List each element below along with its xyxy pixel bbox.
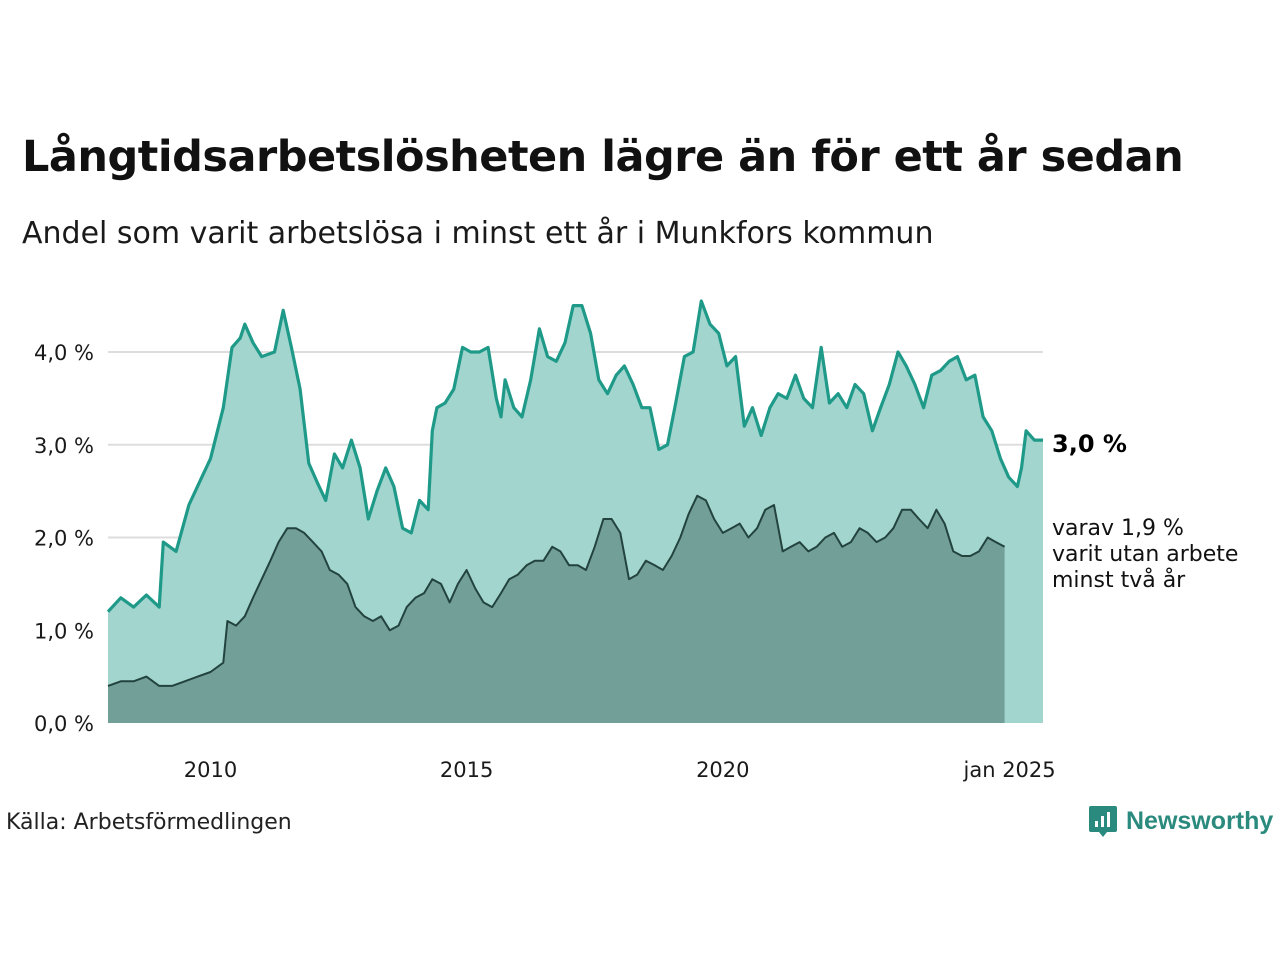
series-1-area: [108, 495, 1005, 723]
primary-end-label: 3,0 %: [1052, 430, 1127, 458]
y-tick-label: 0,0 %: [34, 712, 94, 736]
x-tick-label: jan 2025: [963, 758, 1056, 782]
y-tick-label: 1,0 %: [34, 619, 94, 643]
y-axis-ticks: 0,0 % 1,0 % 2,0 % 3,0 % 4,0 %: [34, 341, 94, 736]
x-tick-label: 2010: [184, 758, 237, 782]
y-tick-label: 3,0 %: [34, 434, 94, 458]
y-tick-label: 2,0 %: [34, 527, 94, 551]
brand-logo[interactable]: Newsworthy: [1088, 804, 1273, 838]
secondary-end-label-line: varav 1,9 %: [1052, 516, 1184, 541]
series-1-line: [107, 494, 1006, 687]
source-note: Källa: Arbetsförmedlingen: [6, 810, 292, 835]
chart-title: Långtidsarbetslösheten lägre än för ett …: [22, 132, 1184, 182]
secondary-end-label-line: minst två år: [1052, 567, 1186, 593]
series-areas: [106, 299, 1043, 723]
x-axis-ticks: 2010 2015 2020 jan 2025: [184, 758, 1056, 782]
series-0-line: [106, 299, 1043, 613]
x-tick-label: 2020: [696, 758, 749, 782]
x-tick-label: 2015: [440, 758, 493, 782]
y-tick-label: 4,0 %: [34, 341, 94, 365]
newsworthy-logo-icon: [1089, 806, 1117, 837]
secondary-end-label-line: varit utan arbete: [1052, 542, 1238, 567]
chart-subtitle: Andel som varit arbetslösa i minst ett å…: [22, 216, 934, 251]
brand-name: Newsworthy: [1126, 806, 1274, 835]
